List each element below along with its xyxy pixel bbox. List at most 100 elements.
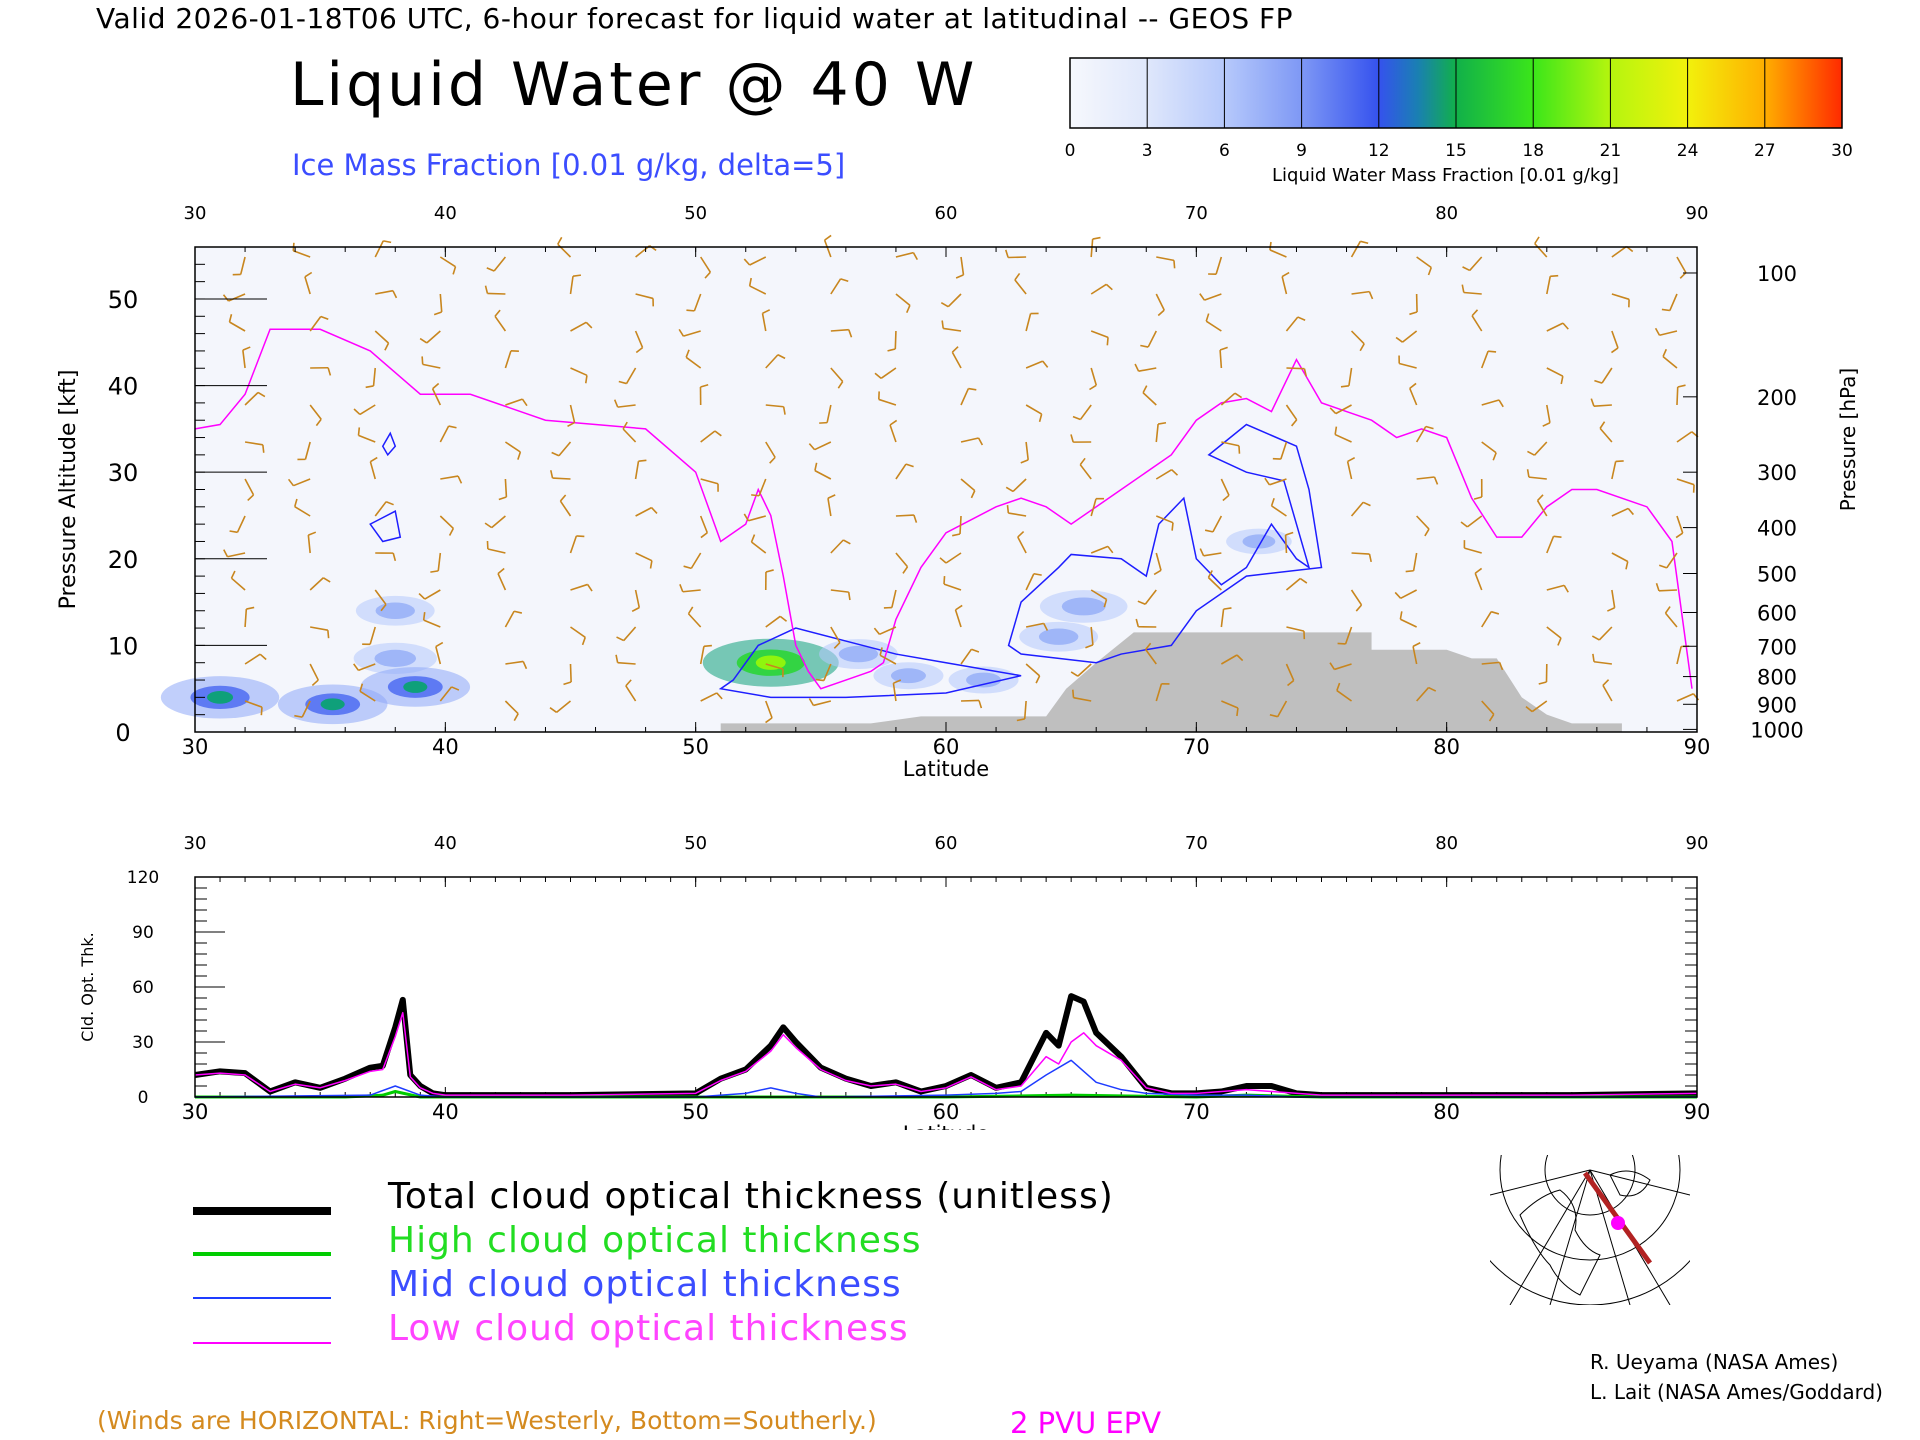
wind-barb-flag xyxy=(649,560,653,569)
wind-barb-flag xyxy=(765,569,774,573)
wind-barb xyxy=(758,478,767,497)
wind-barb-flag xyxy=(513,713,519,722)
wind-barb-flag xyxy=(294,714,303,718)
wind-barb xyxy=(1415,426,1427,443)
wind-barb-flag xyxy=(1105,283,1113,291)
wind-barb-flag xyxy=(827,494,836,499)
wind-barb-flag xyxy=(912,252,919,261)
wind-barb-flag xyxy=(585,321,593,329)
wind-barb xyxy=(244,700,263,708)
wind-barb xyxy=(895,251,914,258)
wind-barb xyxy=(494,315,507,332)
wind-barb xyxy=(228,293,246,302)
series-line-total xyxy=(194,993,1698,1099)
ice-contour xyxy=(718,627,1022,699)
wind-barb-flag xyxy=(581,637,586,646)
wind-barb-flag xyxy=(1204,529,1214,533)
wind-barb-flag xyxy=(879,647,883,656)
wind-barb xyxy=(439,515,454,529)
wind-barb-flag xyxy=(572,274,582,277)
wind-barb-flag xyxy=(1405,569,1414,573)
wind-barb-flag xyxy=(484,522,493,529)
wind-barb xyxy=(504,350,512,369)
wind-barb-flag xyxy=(418,592,426,600)
wind-barb xyxy=(422,363,441,369)
wind-barb-flag xyxy=(650,507,658,514)
y-tick-label-right: 100 xyxy=(1757,262,1797,286)
wind-barb xyxy=(309,316,322,332)
wind-barb-flag xyxy=(893,679,902,684)
x-tick-label: 40 xyxy=(432,735,459,759)
wind-barb-flag xyxy=(1070,434,1074,443)
wind-barb-flag xyxy=(1362,501,1371,507)
wind-barb xyxy=(437,552,442,571)
wind-barb-flag xyxy=(230,570,236,579)
wind-barb xyxy=(439,425,450,443)
wind-barb xyxy=(1350,240,1362,258)
wind-barb xyxy=(1335,404,1352,415)
wind-barb xyxy=(431,388,442,406)
wind-barb xyxy=(1416,687,1430,702)
y-tick-label: 50 xyxy=(108,286,139,314)
wind-barb xyxy=(634,330,644,348)
wind-barb xyxy=(1546,626,1562,639)
wind-barb xyxy=(1546,322,1564,332)
wind-barb-flag xyxy=(943,576,946,585)
wind-barb-flag xyxy=(1038,413,1043,423)
wind-barb xyxy=(1025,404,1043,415)
wind-barb xyxy=(1416,256,1432,269)
y-tick-label: 0 xyxy=(115,719,130,747)
x-tick-label-top: 60 xyxy=(935,833,958,854)
wind-barb xyxy=(1220,609,1225,628)
wind-barb-flag xyxy=(521,398,528,407)
wind-barb-flag xyxy=(873,627,881,635)
wind-barb-flag xyxy=(1591,635,1600,641)
wind-barb xyxy=(1481,441,1497,454)
wind-barb xyxy=(1481,611,1492,628)
wind-barb-flag xyxy=(369,456,378,463)
wind-barb xyxy=(830,589,849,593)
wind-barb-flag xyxy=(315,418,322,427)
pvu-label: 2 PVU EPV xyxy=(1010,1406,1162,1440)
wind-barb-flag xyxy=(1562,322,1569,330)
wind-barb-flag xyxy=(448,425,457,429)
wind-barb-flag xyxy=(1433,476,1439,485)
wind-barb-flag xyxy=(889,419,898,426)
wind-barb xyxy=(1348,367,1353,386)
wind-barb-flag xyxy=(311,679,319,687)
wind-barb xyxy=(880,367,897,379)
legend-line-low xyxy=(193,1342,331,1344)
wind-barb xyxy=(493,256,507,272)
wind-barb xyxy=(1023,700,1027,720)
x-tick-label: 40 xyxy=(432,1100,459,1124)
wind-barb-flag xyxy=(615,654,619,663)
plot-frame xyxy=(194,876,1698,1098)
x-tick-label: 60 xyxy=(933,735,960,759)
wind-barb xyxy=(895,463,907,480)
wind-barb xyxy=(1269,478,1287,486)
wind-barb-flag xyxy=(584,375,588,384)
x-tick-label-top: 70 xyxy=(1185,203,1208,224)
wind-barb xyxy=(1351,290,1370,295)
liquid-water-blob-peak xyxy=(320,698,345,711)
wind-barb xyxy=(827,498,832,517)
wind-barb xyxy=(1090,367,1098,386)
wind-barb-flag xyxy=(327,630,330,639)
wind-barb-flag xyxy=(840,278,849,283)
wind-barb xyxy=(1285,577,1301,591)
wind-barb xyxy=(879,626,897,636)
wind-barb xyxy=(1142,392,1157,406)
wind-barb xyxy=(309,663,319,681)
wind-barb-flag xyxy=(1340,385,1350,388)
wind-barb-flag xyxy=(257,391,266,398)
colorbar-tick-label: 30 xyxy=(1831,141,1853,161)
wind-barb-flag xyxy=(1492,452,1497,461)
wind-barb-flag xyxy=(616,636,625,642)
wind-barb xyxy=(693,293,702,312)
wind-barb-flag xyxy=(940,302,949,308)
wind-barb xyxy=(960,478,976,492)
wind-barb-flag xyxy=(631,606,640,613)
wind-barb-flag xyxy=(1563,584,1569,593)
wind-barb xyxy=(1611,589,1616,608)
wind-barb xyxy=(1017,536,1027,554)
